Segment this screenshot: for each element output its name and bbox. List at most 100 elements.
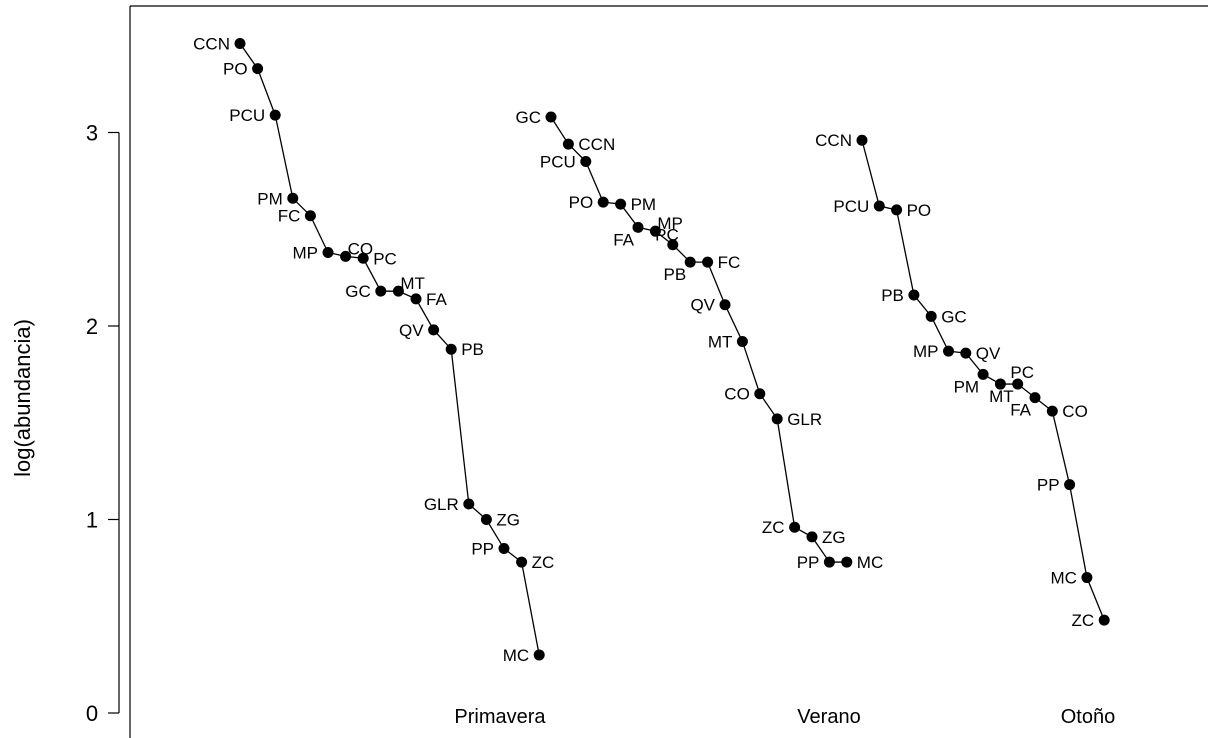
point-marker — [1064, 479, 1076, 491]
point-label: PP — [471, 540, 494, 559]
point-label: ZC — [762, 518, 785, 537]
point-marker — [789, 521, 801, 533]
point-marker — [736, 335, 748, 347]
point-label: PCU — [229, 106, 265, 125]
point-marker — [891, 204, 903, 216]
point-label: CO — [1062, 402, 1088, 421]
point-label: PC — [373, 249, 397, 268]
y-axis-label: log(abundancia) — [10, 319, 35, 477]
point-marker — [771, 413, 783, 425]
point-marker — [960, 347, 972, 359]
point-label: MT — [989, 387, 1014, 406]
point-label: CCN — [193, 34, 230, 53]
plot-frame-layer — [129, 5, 1208, 738]
point-marker — [754, 388, 766, 400]
point-marker — [304, 210, 316, 222]
point-marker — [856, 134, 868, 146]
point-marker — [234, 37, 246, 49]
point-label: MP — [657, 214, 683, 233]
point-label: PB — [881, 286, 904, 305]
point-marker — [597, 196, 609, 208]
point-label: QV — [399, 321, 424, 340]
point-marker — [269, 109, 281, 121]
y-tick-label: 0 — [86, 701, 98, 726]
point-label: ZG — [496, 511, 520, 530]
point-label: CO — [348, 239, 374, 258]
point-marker — [516, 556, 528, 568]
point-marker — [1081, 572, 1093, 584]
point-label: PCU — [540, 153, 576, 172]
point-label: ZC — [1072, 611, 1095, 630]
point-marker — [545, 111, 557, 123]
series-line — [550, 116, 847, 563]
point-label: PO — [223, 60, 248, 79]
point-label: PC — [1010, 363, 1034, 382]
point-label: GLR — [787, 410, 822, 429]
point-label: PB — [664, 265, 687, 284]
point-marker — [1012, 378, 1024, 390]
season-label: Primavera — [454, 706, 546, 728]
point-label: PCU — [833, 197, 869, 216]
y-tick-label: 3 — [86, 121, 98, 146]
point-marker — [823, 556, 835, 568]
point-marker — [410, 293, 422, 305]
point-label: ZG — [822, 528, 846, 547]
point-label: ZC — [532, 553, 555, 572]
y-tick-label: 1 — [86, 508, 98, 533]
point-marker — [615, 198, 627, 210]
point-marker — [719, 299, 731, 311]
point-label: QV — [690, 296, 715, 315]
point-label: PC — [655, 226, 679, 245]
point-label: MP — [913, 342, 939, 361]
point-label: MC — [857, 553, 883, 572]
point-marker — [428, 324, 440, 336]
point-marker — [445, 343, 457, 355]
point-marker — [562, 138, 574, 150]
point-label: PM — [954, 377, 980, 396]
point-label: CCN — [578, 135, 615, 154]
point-marker — [925, 310, 937, 322]
point-label: PP — [1037, 476, 1060, 495]
point-marker — [252, 63, 264, 75]
point-label: GLR — [424, 495, 459, 514]
y-tick-label: 2 — [86, 314, 98, 339]
point-marker — [340, 250, 352, 262]
point-marker — [1029, 392, 1041, 404]
series-line — [239, 43, 540, 656]
point-label: FC — [718, 253, 741, 272]
point-marker — [908, 289, 920, 301]
point-label: FA — [1010, 401, 1031, 420]
season-label: Verano — [797, 706, 860, 728]
point-label: PO — [569, 193, 594, 212]
point-label: PO — [907, 201, 932, 220]
point-marker — [1046, 405, 1058, 417]
point-label: MC — [1050, 569, 1076, 588]
point-marker — [287, 192, 299, 204]
point-label: GC — [345, 282, 371, 301]
point-marker — [375, 285, 387, 297]
point-marker — [649, 225, 661, 237]
point-marker — [632, 221, 644, 233]
point-label: QV — [976, 344, 1001, 363]
point-marker — [667, 239, 679, 251]
point-label: PM — [631, 195, 657, 214]
point-marker — [977, 368, 989, 380]
point-marker — [533, 649, 545, 661]
point-marker — [684, 256, 696, 268]
point-label: PB — [461, 340, 484, 359]
point-label: FC — [278, 207, 301, 226]
point-label: PP — [797, 553, 820, 572]
point-label: CCN — [815, 131, 852, 150]
point-marker — [322, 246, 334, 258]
point-label: MT — [708, 332, 733, 351]
point-label: FA — [426, 290, 447, 309]
point-label: GC — [516, 108, 542, 127]
point-label: GC — [941, 307, 967, 326]
point-marker — [806, 531, 818, 543]
point-label: PM — [257, 189, 283, 208]
point-marker — [1098, 614, 1110, 626]
